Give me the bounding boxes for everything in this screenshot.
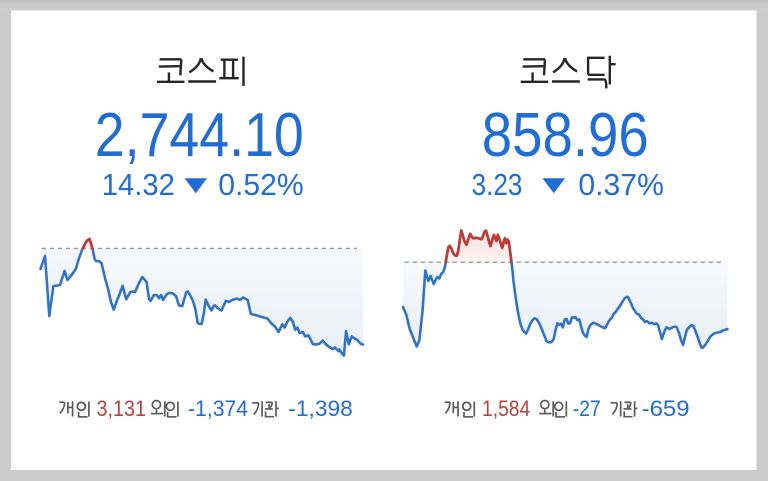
svg-text:858.96: 858.96 xyxy=(482,101,649,170)
svg-text:-27: -27 xyxy=(573,396,601,421)
svg-text:3.23: 3.23 xyxy=(472,168,523,202)
svg-text:-1,398: -1,398 xyxy=(288,396,353,421)
svg-text:0.37%: 0.37% xyxy=(578,168,664,202)
svg-text:-659: -659 xyxy=(642,396,690,421)
svg-text:3,131: 3,131 xyxy=(97,396,147,421)
svg-text:1,584: 1,584 xyxy=(482,396,530,421)
svg-text:14.32: 14.32 xyxy=(102,168,175,202)
svg-text:0.52%: 0.52% xyxy=(218,168,304,202)
svg-text:-1,374: -1,374 xyxy=(188,396,248,421)
svg-text:2,744.10: 2,744.10 xyxy=(95,101,304,170)
